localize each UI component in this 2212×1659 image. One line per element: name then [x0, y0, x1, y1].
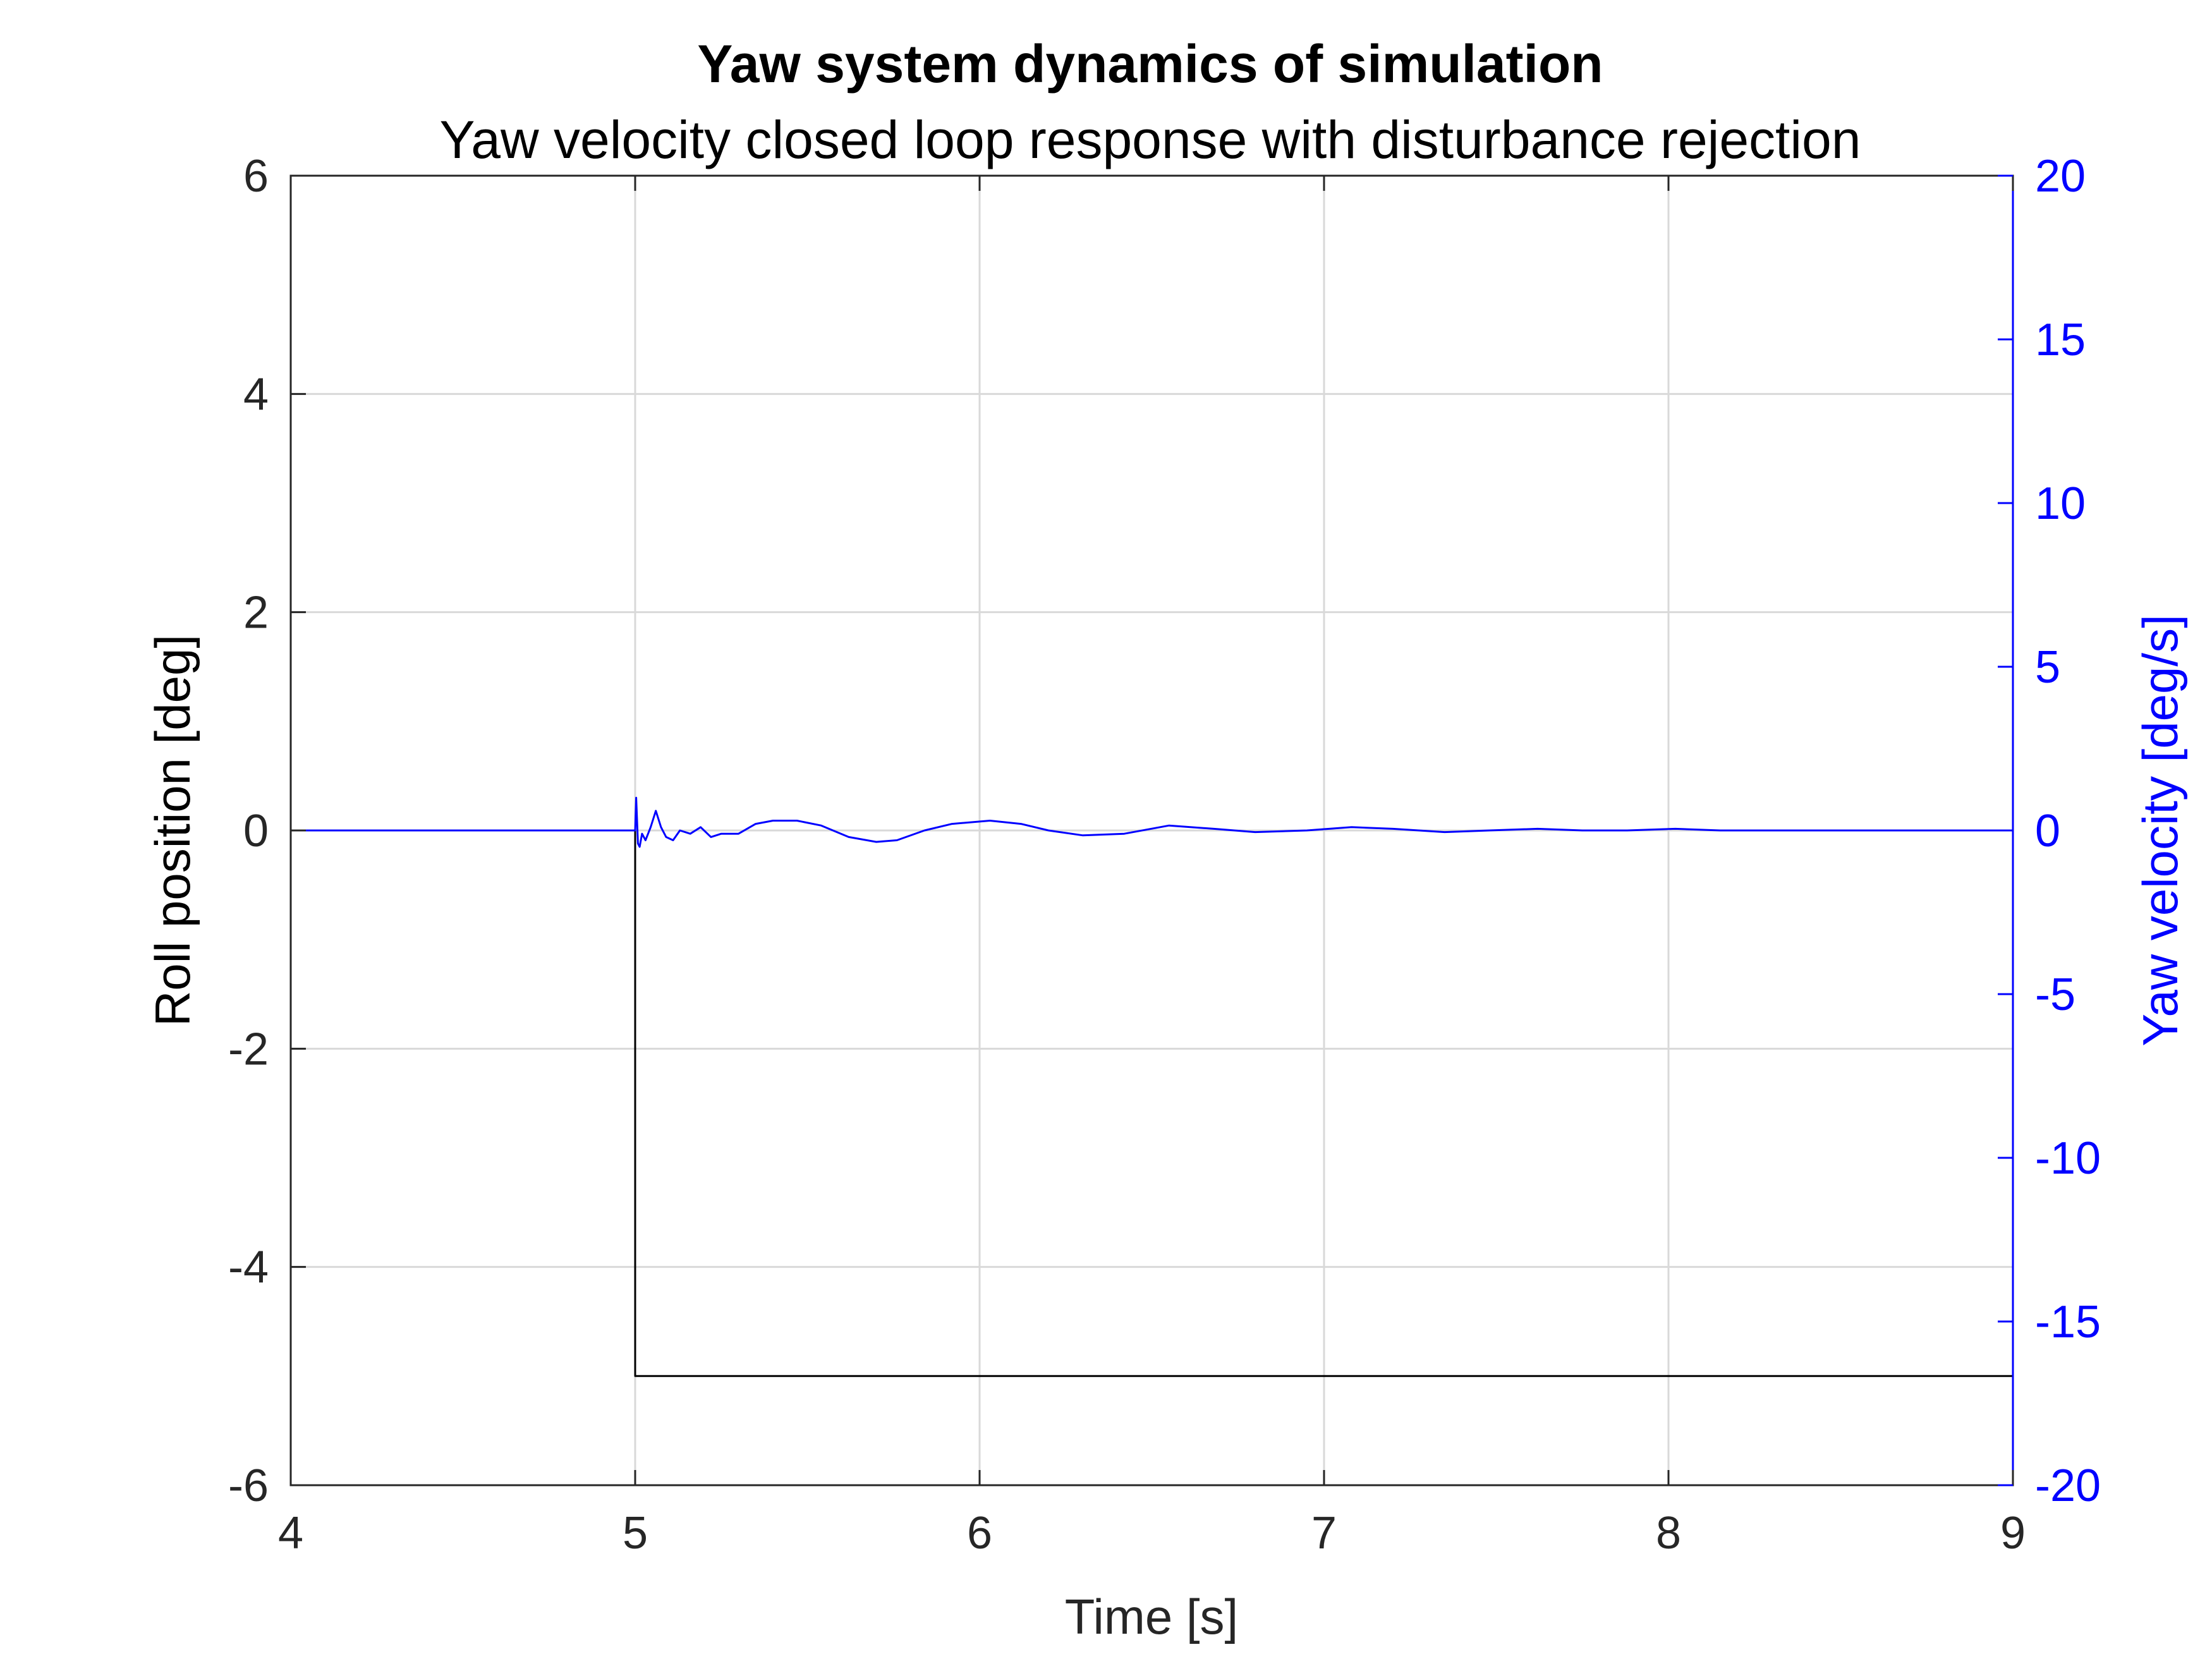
x-axis-label: Time [s] — [1065, 1589, 1238, 1644]
left-y-tick-label: -6 — [228, 1461, 269, 1511]
left-y-tick-label: 0 — [243, 806, 269, 856]
right-y-tick-label: 10 — [2035, 478, 2086, 529]
chart-title: Yaw system dynamics of simulation — [697, 34, 1603, 94]
right-y-tick-label: 0 — [2035, 806, 2060, 856]
x-tick-label: 4 — [278, 1508, 303, 1559]
left-y-axis-label: Roll position [deg] — [145, 635, 200, 1026]
right-y-tick-label: -15 — [2035, 1297, 2101, 1347]
left-y-tick-label: 6 — [243, 151, 269, 202]
plot-series — [291, 796, 2013, 1377]
x-tick-label: 6 — [967, 1508, 992, 1559]
left-y-tick-label: 2 — [243, 588, 269, 638]
x-tick-label: 9 — [2000, 1508, 2026, 1559]
right-y-tick-label: -5 — [2035, 969, 2075, 1020]
right-y-tick-label: 15 — [2035, 315, 2086, 365]
left-y-tick-label: 4 — [243, 369, 269, 420]
x-tick-label: 5 — [623, 1508, 648, 1559]
x-tick-label: 8 — [1656, 1508, 1681, 1559]
right-y-tick-label: -10 — [2035, 1133, 2101, 1184]
left-y-tick-label: -2 — [228, 1024, 269, 1074]
yaw-velocity-series-line — [291, 796, 2013, 848]
right-y-tick-label: -20 — [2035, 1461, 2101, 1511]
right-y-tick-label: 20 — [2035, 151, 2086, 202]
left-y-tick-label: -4 — [228, 1243, 269, 1293]
chart-subtitle: Yaw velocity closed loop response with d… — [440, 110, 1861, 169]
x-tick-label: 7 — [1311, 1508, 1337, 1559]
right-y-tick-label: 5 — [2035, 642, 2060, 693]
right-y-axis-label: Yaw velocity [deg/s] — [2132, 614, 2188, 1047]
